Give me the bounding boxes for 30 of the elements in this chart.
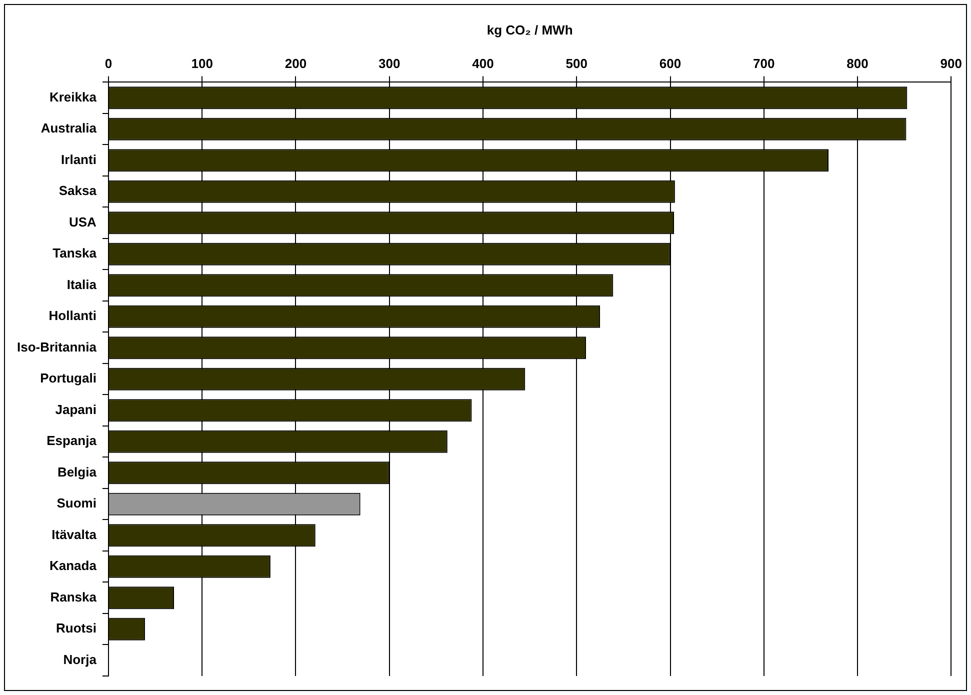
x-tick-label: 200: [284, 56, 307, 71]
y-tick-label: Iso-Britannia: [16, 339, 98, 354]
x-tick-label: 300: [378, 56, 400, 71]
y-tick-label: Itävalta: [52, 526, 98, 542]
y-tick-label: Norja: [63, 652, 98, 667]
y-tick-label: Ruotsi: [56, 620, 96, 636]
x-tick-label: 400: [472, 56, 494, 71]
x-tick-label: 100: [191, 56, 213, 71]
y-tick-label: USA: [69, 214, 98, 230]
y-tick-label: Japani: [55, 402, 96, 417]
x-tick-label: 600: [659, 56, 682, 71]
y-tick-label: Hollanti: [48, 308, 96, 324]
y-tick-label: Australia: [40, 120, 98, 136]
y-tick-label: Irlanti: [61, 152, 96, 167]
y-tick-label: Portugali: [40, 370, 96, 386]
y-tick-label: Belgia: [57, 464, 98, 480]
y-tick-label: Tanska: [52, 246, 98, 261]
y-tick-label: Ranska: [50, 589, 98, 604]
y-tick-label: Kreikka: [49, 89, 98, 104]
y-tick-label: Kanada: [49, 558, 98, 574]
x-tick-label: 0: [104, 56, 112, 71]
x-tick-label: 800: [846, 56, 868, 71]
y-tick-label: Espanja: [46, 433, 98, 448]
x-tick-label: 700: [753, 56, 775, 71]
x-tick-label: 500: [566, 56, 588, 71]
x-axis-title: kg CO₂ / MWh: [486, 22, 573, 38]
y-tick-label: Saksa: [58, 183, 98, 198]
y-tick-label: Italia: [66, 276, 98, 292]
x-tick-label: 900: [940, 56, 962, 71]
y-tick-label: Suomi: [56, 496, 96, 511]
